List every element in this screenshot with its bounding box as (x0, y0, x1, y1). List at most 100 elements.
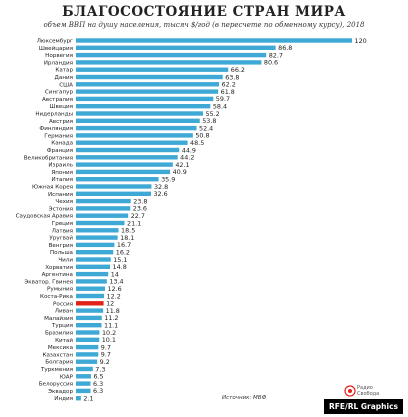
value-label: 10.1 (102, 336, 116, 344)
value-label: 40.9 (173, 168, 187, 176)
bar (76, 242, 115, 248)
category-label: Румыния (47, 287, 73, 293)
value-label: 61.8 (221, 88, 235, 96)
value-label: 12 (106, 300, 114, 308)
bar (76, 388, 91, 394)
value-label: 14 (111, 270, 119, 278)
category-label: Казахстан (42, 352, 73, 358)
value-label: 44.2 (180, 154, 194, 162)
value-label: 48.5 (190, 139, 204, 147)
category-label: Белоруссия (39, 382, 73, 388)
bar (76, 104, 211, 109)
category-label: Нидерланды (35, 112, 73, 118)
bar (76, 162, 173, 167)
value-label: 66.2 (231, 66, 245, 74)
bar (76, 45, 276, 50)
bar (76, 396, 81, 401)
value-label: 23.6 (133, 205, 147, 213)
value-label: 12.2 (107, 292, 121, 300)
bar (76, 366, 93, 372)
bar (76, 96, 214, 102)
category-label: Туркмения (40, 367, 73, 373)
category-label: Люксембург (37, 39, 73, 45)
bar (76, 184, 152, 189)
bar (76, 264, 111, 269)
value-label: 18.5 (121, 227, 135, 235)
category-label: Мексика (48, 345, 73, 351)
bar (76, 52, 267, 58)
bar (76, 352, 99, 357)
bar (76, 89, 219, 94)
category-label: Хорватия (45, 265, 73, 271)
value-label: 82.7 (269, 51, 283, 59)
value-label: 13.4 (109, 278, 123, 286)
category-label: Коста-Рика (40, 294, 73, 300)
category-label: Катар (55, 68, 73, 74)
bar (76, 38, 352, 43)
logo-text-line-2: Свобода (357, 391, 380, 397)
category-label: Норвегия (45, 53, 73, 59)
category-label: Экватор. Гвинея (24, 279, 73, 285)
value-label: 35.9 (161, 176, 175, 184)
category-label: Германия (44, 133, 73, 139)
category-label: Малайзия (44, 315, 73, 322)
bar (76, 140, 188, 145)
bar (76, 374, 91, 379)
category-label: Саудовская Аравия (16, 214, 73, 220)
value-label: 86.8 (278, 44, 292, 52)
bar (76, 293, 105, 299)
value-label: 2.1 (83, 395, 93, 403)
value-label: 52.4 (199, 124, 213, 132)
value-label: 18.1 (120, 234, 134, 242)
category-label: Греция (52, 221, 73, 227)
category-label: ЮАР (60, 374, 74, 380)
category-label: Великобритания (24, 155, 73, 161)
category-label: Австрия (49, 119, 73, 125)
bar (76, 257, 111, 262)
value-label: 22.7 (131, 212, 145, 220)
bar (76, 279, 107, 284)
category-label: Россия (53, 301, 73, 307)
category-label: Япония (51, 170, 73, 176)
value-label: 10.2 (102, 329, 116, 337)
value-label: 9.2 (100, 358, 110, 366)
bar (76, 67, 229, 72)
bar (76, 228, 119, 233)
value-label: 32.6 (153, 190, 167, 198)
category-label: Израиль (48, 163, 73, 169)
category-label: Сингапур (45, 90, 74, 96)
bar (76, 220, 125, 226)
brand-badge: RFE/RL Graphics (323, 399, 403, 414)
category-label: Италия (52, 177, 73, 183)
value-label: 6.5 (93, 373, 103, 381)
value-label: 6.3 (93, 387, 103, 395)
category-label: Ирландия (44, 60, 73, 66)
category-label: Китай (55, 337, 73, 344)
bar (76, 191, 151, 196)
category-label: Турция (51, 323, 73, 329)
bar (76, 315, 102, 321)
category-label: Венгрия (49, 243, 73, 249)
value-label: 11.1 (104, 322, 118, 330)
bar (76, 60, 262, 65)
chart-title: БЛАГОСОСТОЯНИЕ СТРАН МИРА (62, 4, 346, 20)
bar (76, 206, 131, 211)
category-label: Франция (47, 148, 73, 154)
bar (76, 250, 114, 255)
category-label: Уругвай (49, 235, 73, 242)
category-label: Эквадор (48, 389, 73, 395)
value-label: 59.7 (216, 95, 230, 103)
bar (76, 198, 131, 204)
bar (76, 125, 197, 131)
value-label: 53.8 (202, 117, 216, 125)
category-label: Болгария (45, 360, 73, 366)
value-label: 50.8 (195, 132, 209, 140)
bar (76, 323, 102, 328)
category-label: Бразилия (45, 331, 73, 337)
category-label: Австралия (42, 97, 73, 103)
bar (76, 133, 193, 138)
category-label: Швеция (49, 104, 73, 110)
bar (76, 359, 98, 364)
chart-subtitle: объем ВВП на душу населения, тысяч $/год… (43, 21, 365, 29)
bar (76, 308, 104, 313)
